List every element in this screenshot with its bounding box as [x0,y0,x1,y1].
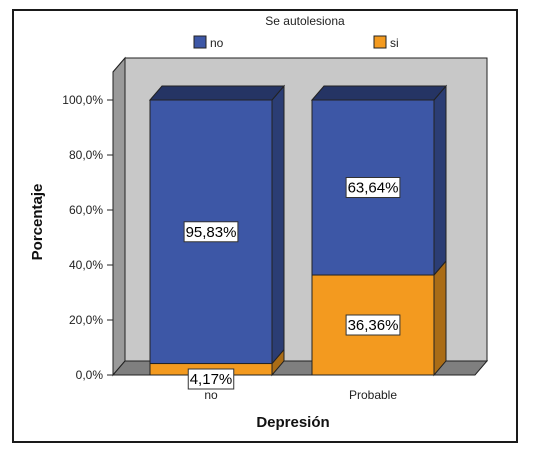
side-wall [112,56,126,377]
x-axis-title: Depresión [256,414,329,431]
data-label-text: 63,64% [348,180,399,197]
legend: no si [193,35,399,50]
legend-swatch [373,35,387,49]
data-label-box [345,177,401,199]
data-label-text: 36,36% [348,317,399,334]
y-axis-title: Porcentaje [29,184,46,261]
bar-side [271,84,285,365]
x-tick-label: no [204,388,218,402]
legend-label: no [210,36,224,50]
data-label: 4,17% [187,368,235,390]
data-label-box [187,368,235,390]
y-tick-label: 60,0% [69,203,103,217]
data-label-text: 4,17% [190,371,233,388]
x-tick-label: Probable [349,388,397,402]
bar-side [433,259,447,377]
data-label-text: 95,83% [186,224,237,241]
legend-label: si [390,36,399,50]
y-tick-label: 20,0% [69,313,103,327]
y-axis: 0,0% 20,0% 40,0% 60,0% 80,0% 100,0% [62,93,113,382]
data-label-box [345,314,401,336]
bar-top [310,85,448,101]
bar-side [433,84,447,277]
y-tick-label: 100,0% [62,93,103,107]
data-label: 95,83% [183,221,239,243]
data-label-box [183,221,239,243]
bar-top [148,85,286,101]
data-label: 63,64% [345,177,401,199]
bars: 4,17% 95,83% 36,36% 63,64% [148,84,448,390]
y-tick-label: 0,0% [76,368,104,382]
legend-swatch [193,35,207,49]
data-label: 36,36% [345,314,401,336]
x-axis: no Probable [204,388,397,402]
legend-title: Se autolesiona [265,14,345,28]
y-tick-label: 40,0% [69,258,103,272]
y-tick-label: 80,0% [69,148,103,162]
